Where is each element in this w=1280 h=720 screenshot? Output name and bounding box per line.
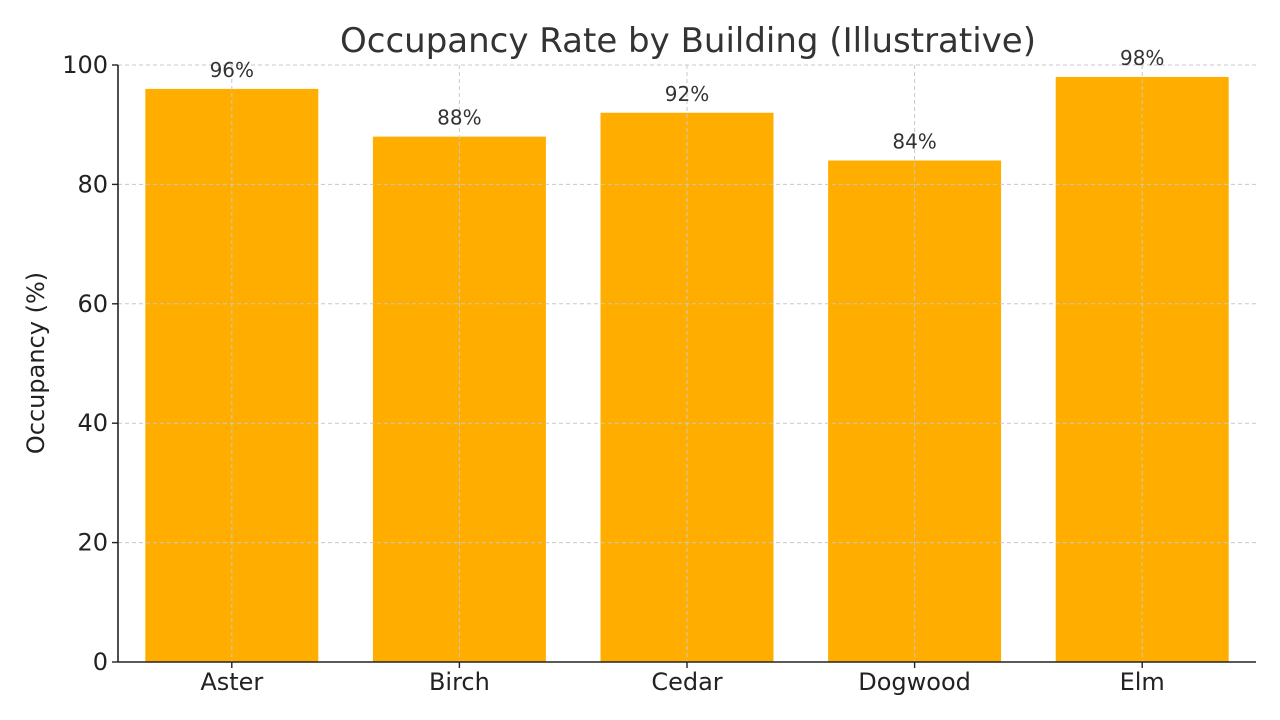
y-tick-label: 100 <box>62 51 108 79</box>
grid-lines <box>118 64 1256 662</box>
y-axis-label: Occupancy (%) <box>22 272 50 454</box>
y-tick-label: 20 <box>77 529 108 557</box>
data-label-cedar: 92% <box>665 82 709 106</box>
y-tick-label: 40 <box>77 409 108 437</box>
tick-labels: 0 20 40 60 80 100 Aster Birch Cedar Dogwood Elm <box>62 51 1165 696</box>
data-labels: 96% 88% 92% 84% 98% <box>210 46 1165 154</box>
chart-title: Occupancy Rate by Building (Illustrative… <box>340 21 1036 61</box>
axes <box>112 64 1256 668</box>
bar-birch <box>372 136 546 662</box>
x-tick-label-elm: Elm <box>1120 668 1165 696</box>
data-label-elm: 98% <box>1120 46 1164 70</box>
x-tick-label-dogwood: Dogwood <box>858 668 971 696</box>
data-label-birch: 88% <box>437 106 481 130</box>
y-tick-label: 0 <box>93 648 108 676</box>
x-tick-label-aster: Aster <box>200 668 263 696</box>
data-label-dogwood: 84% <box>892 130 936 154</box>
x-tick-label-cedar: Cedar <box>651 668 722 696</box>
y-tick-label: 60 <box>77 290 108 318</box>
x-tick-label-birch: Birch <box>429 668 490 696</box>
y-tick-label: 80 <box>77 170 108 198</box>
data-label-aster: 96% <box>210 58 254 82</box>
